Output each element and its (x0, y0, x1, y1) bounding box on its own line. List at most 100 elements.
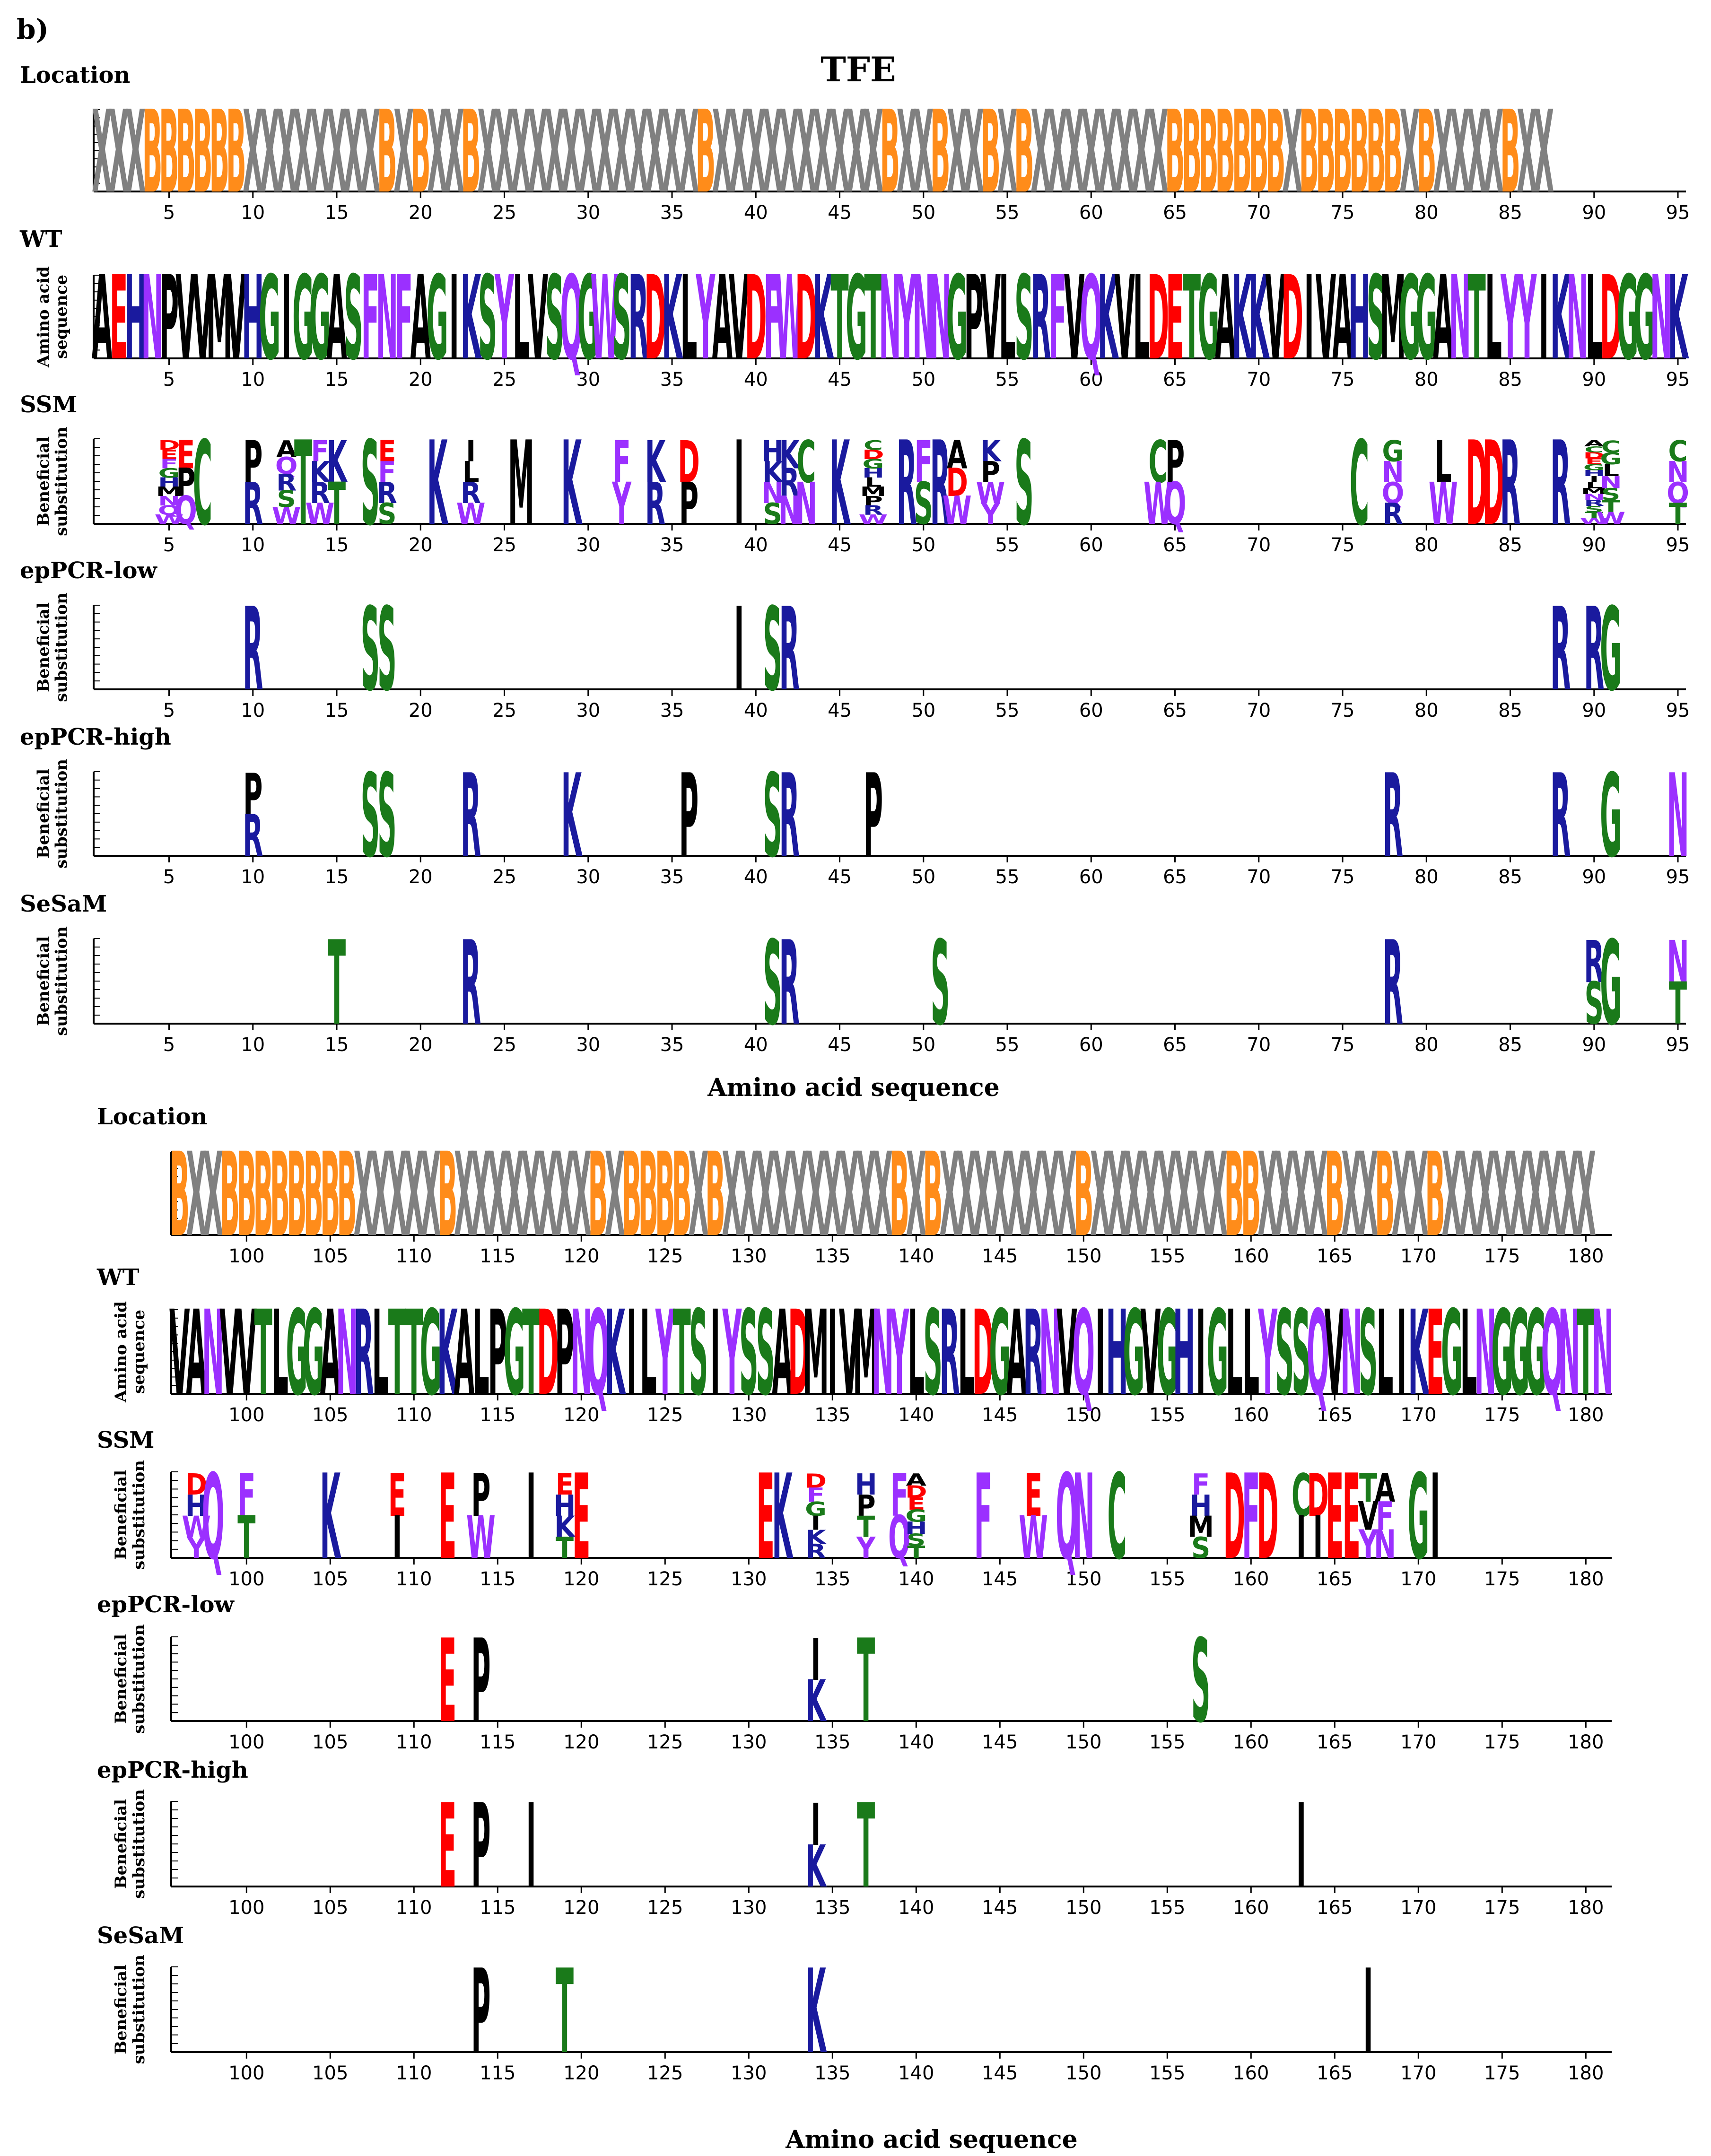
track-name-label: WT (96, 1264, 140, 1291)
substitution-letter: M (1581, 487, 1607, 496)
location-letter: X (343, 87, 364, 219)
substitution-letter: F (160, 457, 178, 472)
location-letter: X (829, 87, 850, 219)
wt-residue-letter: D (1600, 251, 1622, 386)
wt-residue-letter: Q (560, 251, 583, 386)
wt-residue-letter: M (853, 1286, 879, 1422)
substitution-letter: S (361, 584, 380, 717)
substitution-letter: P (243, 429, 262, 496)
location-letter: B (1416, 87, 1437, 219)
x-tick-label: 70 (1247, 202, 1271, 224)
location-letter: X (1534, 87, 1554, 219)
substitution-letter: K (762, 455, 784, 489)
substitution-letter: S (1191, 1530, 1210, 1565)
x-tick-label: 65 (1163, 700, 1187, 722)
substitution-letter: I (811, 1792, 821, 1859)
wt-residue-letter: V (1114, 251, 1135, 386)
x-tick-label: 135 (814, 1731, 850, 1753)
wt-residue-letter: H (124, 251, 147, 386)
location-letter: X (1056, 1128, 1077, 1262)
substitution-letter: W (1580, 516, 1609, 526)
wt-residue-letter: Q (1307, 1286, 1329, 1422)
wt-residue-letter: G (1491, 1286, 1513, 1422)
substitution-letter: C (193, 417, 212, 551)
x-tick-label: 45 (828, 202, 852, 224)
x-tick-label: 130 (731, 1404, 767, 1426)
location-letter: B (1333, 87, 1353, 219)
location-letter: X (645, 87, 665, 219)
x-tick-label: 110 (396, 1731, 432, 1753)
substitution-letter: D (1257, 1450, 1278, 1586)
substitution-letter: R (779, 584, 800, 717)
location-letter: X (186, 1128, 207, 1262)
x-tick-label: 60 (1079, 866, 1103, 888)
substitution-letter: P (471, 1616, 490, 1748)
x-tick-label: 60 (1079, 202, 1103, 224)
substitution-letter: S (931, 916, 950, 1051)
substitution-letter: H (158, 475, 180, 490)
substitution-letter: I (811, 1627, 821, 1694)
substitution-letter: T (328, 916, 346, 1051)
substitution-letter: I (1589, 474, 1599, 484)
location-letter: X (805, 1128, 826, 1262)
location-letter: B (1232, 87, 1252, 219)
substitution-letter: N (1667, 750, 1689, 883)
substitution-letter: I (466, 435, 476, 468)
substitution-letter: P (864, 750, 883, 883)
location-letter: B (337, 1128, 357, 1262)
location-letter: X (260, 87, 280, 219)
location-letter: X (956, 1128, 977, 1262)
substitution-letter: N (778, 488, 801, 533)
location-letter: B (880, 87, 900, 219)
substitution-letter: Y (1358, 1522, 1378, 1567)
location-letter: X (755, 1128, 776, 1262)
x-tick-label: 60 (1079, 534, 1103, 556)
substitution-letter: T (1359, 1466, 1377, 1511)
location-letter: X (444, 87, 464, 219)
substitution-letter: H (761, 435, 784, 468)
wt-residue-letter: V (729, 251, 749, 386)
substitution-letter: T (857, 1510, 875, 1544)
track-name-label: SSM (97, 1427, 154, 1453)
location-letter: X (863, 87, 883, 219)
location-letter: X (393, 87, 414, 219)
x-tick-label: 85 (1498, 866, 1522, 888)
x-tick-label: 35 (660, 202, 684, 224)
x-tick-label: 160 (1233, 2062, 1269, 2084)
x-tick-label: 60 (1079, 1034, 1103, 1056)
substitution-letter: W (182, 1510, 211, 1544)
substitution-letter: Q (888, 1504, 911, 1572)
wt-residue-letter: K (1408, 1286, 1430, 1422)
x-tick-label: 20 (409, 700, 433, 722)
substitution-letter: Q (1382, 477, 1405, 510)
x-tick-label: 20 (409, 866, 433, 888)
substitution-letter: S (1585, 971, 1604, 1037)
location-letter: X (1107, 1128, 1127, 1262)
wt-residue-letter: F (1048, 251, 1066, 386)
track-name-label: epPCR-high (20, 724, 171, 750)
location-letter: X (913, 87, 934, 219)
x-tick-label: 165 (1317, 1568, 1353, 1590)
x-tick-label: 25 (492, 534, 516, 556)
location-letter: B (304, 1128, 324, 1262)
substitution-letter: E (757, 1450, 775, 1586)
location-letter: B (159, 87, 179, 219)
wt-residue-letter: V (219, 1286, 240, 1422)
x-tick-label: 180 (1568, 2062, 1604, 2084)
substitution-letter: S (1191, 1616, 1210, 1748)
location-letter: B (1349, 87, 1370, 219)
substitution-letter: A (276, 436, 297, 463)
substitution-letter: R (461, 477, 481, 510)
x-tick-label: 120 (563, 1897, 599, 1919)
wt-residue-letter: D (644, 251, 666, 386)
substitution-letter: G (805, 1497, 827, 1521)
substitution-letter: H (905, 1519, 927, 1538)
substitution-letter: D (1223, 1450, 1245, 1586)
x-tick-label: 165 (1317, 1731, 1353, 1753)
location-letter: X (125, 87, 146, 219)
location-letter: X (629, 87, 649, 219)
substitution-letter: R (863, 503, 883, 518)
x-tick-label: 80 (1414, 369, 1439, 391)
location-letter: B (1266, 87, 1286, 219)
